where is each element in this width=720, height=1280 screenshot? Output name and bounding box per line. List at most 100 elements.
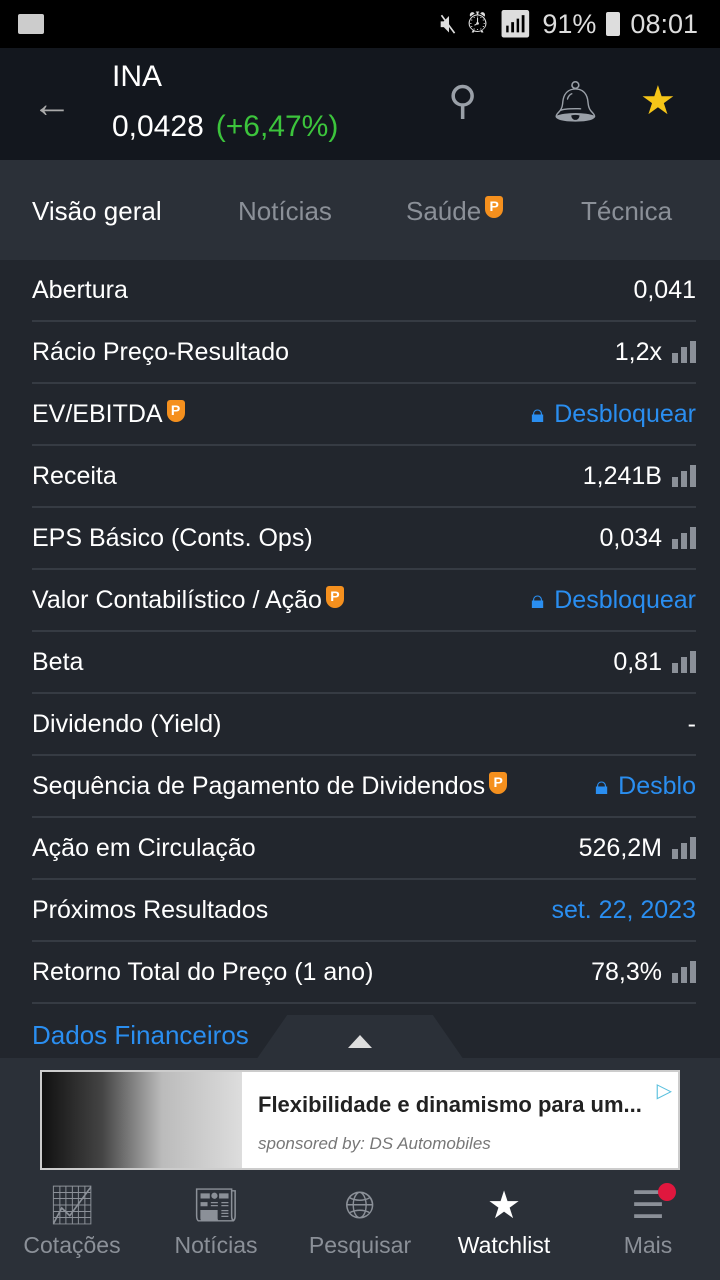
row-value-wrap: 0,034 (599, 524, 696, 553)
nav-more[interactable]: ☰ Mais (576, 1180, 720, 1280)
row-value-wrap: 0,81 (613, 648, 696, 677)
row-label: Sequência de Pagamento de Dividendos P (32, 771, 508, 801)
row-label-text: Rácio Preço-Resultado (32, 337, 290, 366)
table-row: Dividendo (Yield) - (32, 694, 696, 756)
row-value: 0,041 (633, 275, 696, 304)
nav-label: Cotações (23, 1232, 121, 1258)
wifi-icon: 📶︎ (498, 9, 533, 39)
row-label-text: Beta (32, 647, 84, 676)
unlock-button[interactable]: 🔒︎ Desbloquear (531, 586, 696, 615)
signal-bars-icon[interactable] (672, 961, 696, 983)
star-icon[interactable]: ★ (640, 79, 676, 123)
row-label-text: Próximos Resultados (32, 895, 269, 924)
nav-quotes[interactable]: 📈︎ Cotações (0, 1180, 144, 1280)
row-value-wrap: 1,241B (583, 462, 696, 491)
table-row: Receita 1,241B (32, 446, 696, 508)
row-label-text: Ação em Circulação (32, 833, 256, 862)
chart-icon: 📈︎ (47, 1185, 97, 1227)
row-value: Desbloquear (554, 399, 696, 428)
table-row: Sequência de Pagamento de Dividendos P 🔒︎ D… (32, 756, 696, 818)
row-label-text: Dividendo (Yield) (32, 709, 222, 738)
row-value-wrap: - (688, 710, 696, 739)
row-value: 0,034 (599, 523, 662, 552)
row-value-wrap: 0,041 (633, 276, 696, 305)
chevron-up-icon (348, 1035, 372, 1048)
stock-symbol: INA (112, 60, 163, 93)
bottom-nav: 📈︎ Cotações 📰︎ Notícias 🌐︎ Pesquisar ★ Watch… (0, 1180, 720, 1280)
row-value-wrap[interactable]: set. 22, 2023 (551, 896, 696, 925)
premium-icon: P (166, 399, 185, 422)
row-label: Receita (32, 462, 117, 491)
tab-health[interactable]: Saúde P (406, 196, 504, 227)
lock-icon: 🔒︎ (530, 585, 545, 614)
nav-search[interactable]: 🌐︎ Pesquisar (288, 1180, 432, 1280)
clock: 08:01 (630, 8, 698, 39)
lock-icon: 🔒︎ (530, 399, 545, 428)
table-row: Ação em Circulação 526,2M (32, 818, 696, 880)
expand-panel-button[interactable] (256, 1015, 464, 1060)
table-row: Beta 0,81 (32, 632, 696, 694)
notification-dot (658, 1183, 676, 1201)
nav-news[interactable]: 📰︎ Notícias (144, 1180, 288, 1280)
ad-title: Flexibilidade e dinamismo para um... (258, 1092, 642, 1117)
row-value-wrap: 1,2x (615, 338, 696, 367)
row-label: EPS Básico (Conts. Ops) (32, 524, 313, 553)
row-value-wrap: 78,3% (591, 958, 696, 987)
row-label-text: Retorno Total do Preço (1 ano) (32, 957, 374, 986)
unlock-button[interactable]: 🔒︎ Desbloquear (531, 400, 696, 429)
status-bar: 🔇︎ ⏰︎ 📶︎ 91% 08:01 (0, 0, 720, 48)
stock-price: 0,0428 (+6,47%) (112, 110, 338, 144)
row-value: 1,241B (582, 461, 662, 490)
ad-banner[interactable]: Flexibilidade e dinamismo para um... spo… (40, 1070, 680, 1170)
file-icon (18, 14, 44, 34)
premium-icon: P (325, 585, 344, 608)
table-row: Próximos Resultados set. 22, 2023 (32, 880, 696, 942)
alarm-icon: ⏰︎ (467, 8, 489, 38)
menu-icon: ☰ (630, 1185, 666, 1227)
newspaper-icon: 📰︎ (191, 1185, 241, 1227)
tab-bar: Visão geral Notícias Saúde P Técnica (0, 160, 720, 260)
table-row: Abertura 0,041 (32, 260, 696, 322)
overview-table: Abertura 0,041 Rácio Preço-Resultado 1,2x EV… (32, 260, 696, 1004)
row-value: 526,2M (578, 833, 662, 862)
row-label: Retorno Total do Preço (1 ano) (32, 958, 373, 987)
row-label: EV/EBITDA P (32, 399, 185, 429)
adchoices-icon[interactable]: ▷ (656, 1080, 672, 1102)
row-value: 78,3% (591, 957, 662, 986)
row-label-text: Receita (32, 461, 117, 490)
signal-bars-icon[interactable] (672, 837, 696, 859)
row-value: Desblo (618, 771, 696, 800)
nav-label: Watchlist (457, 1232, 551, 1258)
unlock-button[interactable]: 🔒︎ Desblo (595, 772, 696, 801)
financial-data-link[interactable]: Dados Financeiros (32, 1020, 249, 1050)
row-label: Beta (32, 648, 83, 677)
row-label-text: EPS Básico (Conts. Ops) (32, 523, 313, 552)
nav-label: Pesquisar (308, 1232, 412, 1258)
row-value: Desbloquear (554, 585, 696, 614)
table-row: EPS Básico (Conts. Ops) 0,034 (32, 508, 696, 570)
tab-overview[interactable]: Visão geral (32, 196, 162, 226)
signal-bars-icon[interactable] (672, 465, 696, 487)
table-row: EV/EBITDA P 🔒︎ Desbloquear (32, 384, 696, 446)
row-label-text: Sequência de Pagamento de Dividendos (32, 771, 486, 800)
signal-bars-icon[interactable] (672, 341, 696, 363)
row-value: 0,81 (613, 647, 662, 676)
tab-health-label: Saúde (406, 196, 482, 226)
mute-icon: 🔇︎ (440, 8, 458, 38)
tab-technical[interactable]: Técnica (581, 196, 673, 226)
nav-label: Notícias (174, 1232, 258, 1258)
add-alert-bell-icon[interactable]: 🔔︎ (550, 80, 601, 124)
nav-watchlist[interactable]: ★ Watchlist (432, 1180, 576, 1280)
back-arrow-icon[interactable]: ← (32, 82, 72, 126)
tab-news[interactable]: Notícias (238, 196, 332, 226)
battery-icon (606, 12, 621, 36)
signal-bars-icon[interactable] (672, 651, 696, 673)
search-icon[interactable]: ⚲ (448, 79, 478, 123)
row-value: 1,2x (614, 337, 662, 366)
star-icon: ★ (486, 1185, 522, 1227)
row-value-wrap: 526,2M (579, 834, 696, 863)
ad-image (42, 1072, 242, 1168)
row-label-text: EV/EBITDA (32, 399, 163, 428)
premium-icon: P (489, 771, 508, 794)
signal-bars-icon[interactable] (672, 527, 696, 549)
